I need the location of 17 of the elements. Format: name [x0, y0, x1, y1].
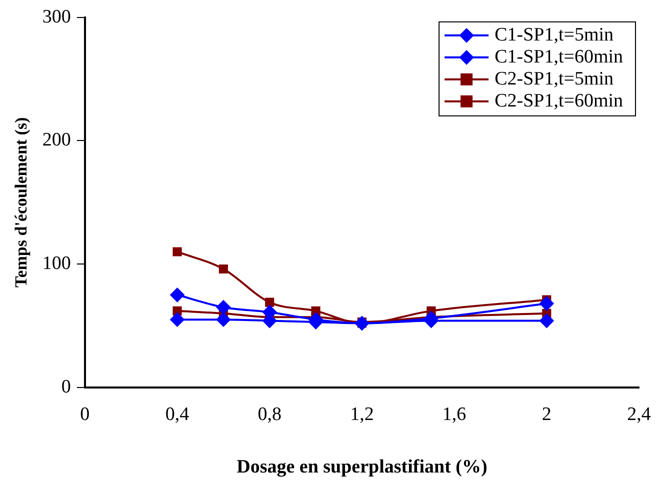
y-tick-label: 0 [61, 376, 71, 398]
legend-label: C2-SP1,t=5min [494, 68, 614, 90]
legend-label: C2-SP1,t=60min [494, 90, 624, 112]
x-tick-label: 2,4 [627, 404, 652, 425]
x-tick-label: 2 [542, 404, 552, 425]
y-tick-label: 300 [42, 6, 71, 28]
x-tick-label: 0 [80, 404, 90, 425]
x-tick-label: 0,8 [258, 404, 282, 425]
legend-label: C1-SP1,t=5min [494, 24, 614, 46]
legend-label: C1-SP1,t=60min [494, 46, 624, 68]
x-tick-label: 1,6 [442, 404, 466, 425]
x-tick-label: 0,4 [165, 404, 190, 425]
y-tick-label: 200 [42, 130, 71, 151]
x-tick-label: 1,2 [350, 404, 374, 425]
x-axis-title: Dosage en superplastifiant (%) [236, 456, 488, 478]
y-tick-label: 100 [42, 253, 71, 274]
y-axis-title: Temps d'écoulement (s) [12, 117, 31, 288]
